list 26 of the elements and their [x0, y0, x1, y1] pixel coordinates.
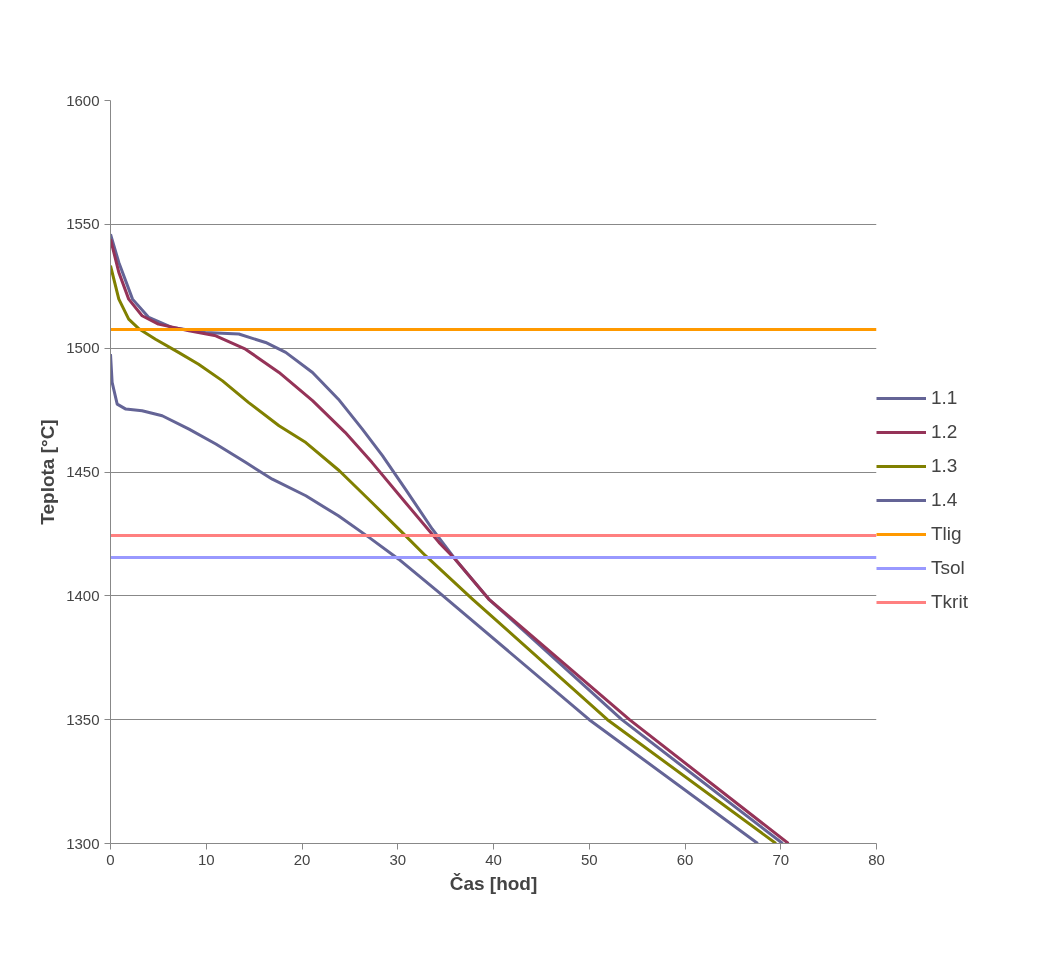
x-tick-label: 60 — [676, 850, 694, 868]
x-tick-label: 20 — [293, 850, 311, 868]
x-tick-label: 80 — [868, 850, 885, 868]
x-tick-label: 30 — [389, 850, 407, 868]
legend-label: Tlig — [931, 523, 963, 545]
y-tick-label: 1500 — [66, 339, 100, 357]
y-tick-label: 1600 — [66, 91, 100, 109]
x-axis-title: Čas [hod] — [449, 872, 538, 894]
legend-label: 1.3 — [931, 455, 959, 477]
legend-label: 1.2 — [931, 421, 959, 443]
y-tick-label: 1300 — [66, 834, 100, 852]
y-tick-label: 1400 — [66, 586, 100, 604]
x-tick-label: 70 — [772, 850, 790, 868]
y-axis-title: Teplota [°C] — [37, 419, 59, 525]
y-tick-label: 1350 — [66, 710, 100, 728]
ref-line-label: Tsol — [931, 557, 966, 579]
legend-label: 1.1 — [931, 387, 959, 409]
x-tick-label: 40 — [485, 850, 502, 868]
x-tick-label: 10 — [197, 850, 215, 868]
legend-label: Tkrit — [931, 591, 969, 613]
y-tick-label: 1450 — [66, 463, 100, 480]
y-tick-label: 1550 — [66, 215, 100, 233]
x-tick-label: 50 — [580, 850, 598, 868]
x-tick-label: 0 — [106, 850, 115, 868]
line-series — [110, 352, 760, 844]
legend-label: 1.4 — [931, 489, 959, 511]
